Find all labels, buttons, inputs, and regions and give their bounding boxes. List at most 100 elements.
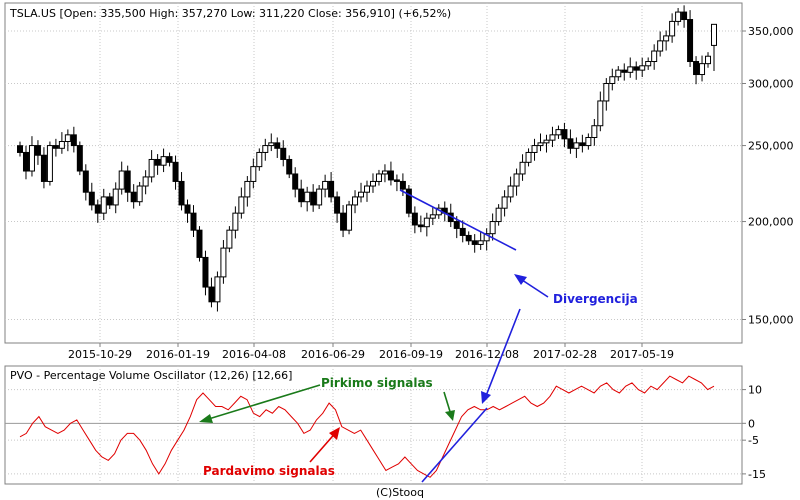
candle-body <box>489 221 496 235</box>
candle-body <box>519 161 526 175</box>
candle-body <box>166 156 173 163</box>
candle-body <box>657 40 664 52</box>
date-tick-label: 2016-12-08 <box>455 348 519 361</box>
candle-body <box>513 173 520 187</box>
date-tick-label: 2016-09-19 <box>379 348 443 361</box>
candle-body <box>130 191 137 203</box>
pvo-y-axis: 10 0 -5 -15 <box>742 384 766 481</box>
candle-body <box>178 180 185 206</box>
candle-body <box>429 214 436 219</box>
pvo-panel <box>4 365 743 485</box>
candle-body <box>543 139 550 144</box>
price-tick-label: 250,000 <box>748 140 794 153</box>
candle-body <box>579 142 586 147</box>
candle-body <box>585 136 592 147</box>
buy-signal-arrow-2 <box>443 391 455 421</box>
candle-body <box>405 188 412 214</box>
candle-body <box>232 212 239 231</box>
candle-body <box>669 20 676 37</box>
candle-body <box>154 158 161 166</box>
candle-body <box>118 170 125 190</box>
pvo-trendline <box>421 407 488 483</box>
date-axis: 2015-10-29 2016-01-19 2016-04-08 2016-06-29… <box>68 343 674 361</box>
candle-body <box>358 191 365 198</box>
candle-body <box>459 227 466 236</box>
candle-body <box>423 217 430 228</box>
candle-body <box>597 100 604 127</box>
candle-body <box>477 240 484 245</box>
candle-body <box>573 142 580 149</box>
candle-body <box>675 11 682 22</box>
candle-body <box>238 196 245 214</box>
candle-body <box>28 145 35 172</box>
candle-body <box>112 188 119 206</box>
candle-body <box>76 145 83 172</box>
price-tick-label: 200,000 <box>748 216 794 229</box>
pvo-tick-label: -5 <box>748 434 759 447</box>
candle-body <box>190 212 197 231</box>
candle-body <box>549 134 556 141</box>
divergence-label: Divergencija <box>553 292 638 306</box>
candle-body <box>627 66 634 73</box>
pvo-series-line <box>19 375 715 478</box>
candle-body <box>495 207 502 223</box>
buy-signal-arrow <box>199 384 321 423</box>
candle-body <box>70 134 77 147</box>
date-tick-label: 2015-10-29 <box>68 348 132 361</box>
candle-body <box>82 170 89 193</box>
candle-body <box>262 145 269 153</box>
candle-body <box>705 55 712 65</box>
candle-body <box>100 196 107 214</box>
buy-signal-label: Pirkimo signalas <box>321 376 433 390</box>
candle-body <box>615 69 622 78</box>
candle-body <box>244 180 251 198</box>
pvo-tick-label: -15 <box>748 468 766 481</box>
date-tick-label: 2016-04-08 <box>222 348 286 361</box>
date-tick-label: 2017-02-28 <box>533 348 597 361</box>
candle-body <box>142 176 149 187</box>
candle-body <box>352 196 359 206</box>
candle-body <box>591 125 598 138</box>
candle-body <box>226 229 233 249</box>
candle-body <box>567 138 574 149</box>
candle-body <box>621 69 628 73</box>
candle-body <box>208 286 215 303</box>
candle-body <box>639 65 646 71</box>
candle-body <box>334 196 341 214</box>
candle-body <box>340 212 347 231</box>
candle-body <box>292 173 299 190</box>
candle-body <box>172 161 179 182</box>
candle-body <box>346 204 353 231</box>
date-tick-label: 2017-05-19 <box>610 348 674 361</box>
candle-body <box>387 170 394 181</box>
candle-body <box>531 145 538 153</box>
candle-body <box>160 156 167 166</box>
price-chart-title: TSLA.US [Open: 335,500 High: 357,270 Low… <box>9 7 451 20</box>
candle-body <box>304 191 311 203</box>
candle-body <box>52 145 59 149</box>
candle-body <box>124 170 131 193</box>
candle-body <box>136 185 143 203</box>
candle-body <box>17 145 23 153</box>
pvo-tick-label: 0 <box>748 417 755 430</box>
candle-body <box>298 188 305 203</box>
candle-body <box>525 151 532 163</box>
candle-body <box>58 141 65 149</box>
pvo-chart-title: PVO - Percentage Volume Oscillator (12,2… <box>10 369 292 382</box>
candle-body <box>220 247 227 278</box>
candle-body <box>106 196 113 206</box>
candle-body <box>681 11 688 21</box>
candle-body <box>507 185 514 198</box>
candle-body <box>316 188 323 206</box>
candle-body <box>64 134 71 143</box>
candle-body <box>471 240 478 245</box>
candle-body <box>453 221 460 229</box>
candle-body <box>268 142 275 147</box>
candle-body <box>322 180 329 190</box>
candle-body <box>663 35 670 42</box>
sell-signal-label: Pardavimo signalas <box>203 464 335 478</box>
price-tick-label: 300,000 <box>748 77 794 90</box>
candle-body <box>411 212 418 226</box>
